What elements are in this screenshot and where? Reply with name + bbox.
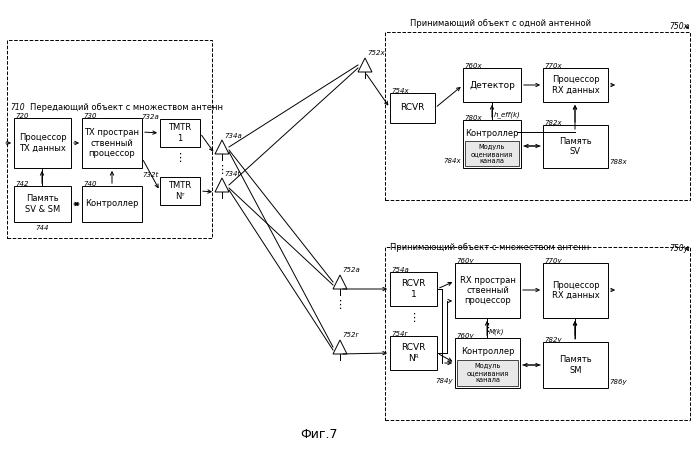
Text: 720: 720 — [15, 113, 29, 119]
Text: ⋮: ⋮ — [217, 165, 228, 175]
Text: Память
SV & SM: Память SV & SM — [25, 194, 60, 214]
Text: ⋮: ⋮ — [482, 323, 493, 333]
Text: Модуль
оценивания
канала: Модуль оценивания канала — [471, 144, 513, 163]
Bar — [390, 272, 437, 306]
Bar — [543, 342, 608, 388]
Text: 788x: 788x — [609, 159, 626, 165]
Text: RCVR: RCVR — [401, 104, 425, 113]
Text: 760x: 760x — [464, 63, 482, 69]
Text: Принимающий объект с множеством антенн: Принимающий объект с множеством антенн — [390, 243, 589, 252]
Text: 732t: 732t — [143, 172, 159, 178]
Text: RX простран
ственный
процессор: RX простран ственный процессор — [459, 276, 515, 305]
Bar — [457, 360, 518, 386]
Text: 750y: 750y — [669, 244, 688, 253]
Text: 752x: 752x — [367, 50, 384, 56]
Text: 782x: 782x — [544, 120, 561, 126]
Text: 760y: 760y — [456, 258, 474, 264]
Text: Модуль
оценивания
канала: Модуль оценивания канала — [466, 363, 509, 383]
Bar — [390, 93, 435, 123]
Text: 750x: 750x — [669, 22, 688, 31]
Bar — [14, 118, 71, 168]
Text: M(k): M(k) — [489, 329, 505, 335]
Bar — [82, 118, 142, 168]
Text: 744: 744 — [36, 225, 49, 231]
Text: 734t: 734t — [224, 171, 240, 177]
Text: 742: 742 — [15, 181, 29, 187]
Bar — [543, 125, 608, 168]
Text: 770y: 770y — [544, 258, 561, 264]
Text: 780x: 780x — [464, 115, 482, 121]
Text: 752r: 752r — [342, 332, 359, 338]
Text: 732a: 732a — [141, 114, 159, 120]
Text: ⋮: ⋮ — [175, 153, 185, 163]
Bar — [385, 32, 690, 200]
Text: Контроллер: Контроллер — [466, 129, 519, 138]
Bar — [390, 336, 437, 370]
Bar — [385, 247, 690, 420]
Bar — [455, 263, 520, 318]
Text: 784x: 784x — [443, 158, 461, 164]
Text: Процессор
TX данных: Процессор TX данных — [19, 133, 66, 153]
Bar — [14, 186, 71, 222]
Text: Контроллер: Контроллер — [85, 199, 138, 208]
Text: RCVR
1: RCVR 1 — [401, 279, 426, 299]
Bar — [463, 68, 521, 102]
Bar — [463, 120, 521, 168]
Bar — [7, 40, 212, 238]
Text: ⋮: ⋮ — [334, 300, 345, 310]
Text: 770x: 770x — [544, 63, 561, 69]
Text: TMTR
1: TMTR 1 — [168, 123, 192, 143]
Bar — [543, 68, 608, 102]
Text: Память
SV: Память SV — [559, 137, 592, 156]
Text: TX простран
ственный
процессор: TX простран ственный процессор — [85, 128, 140, 158]
Text: h_eff(k): h_eff(k) — [494, 111, 521, 118]
Text: 734a: 734a — [224, 133, 242, 139]
Text: Фиг.7: Фиг.7 — [301, 428, 338, 441]
Text: Детектор: Детектор — [469, 80, 515, 89]
Text: 786y: 786y — [609, 379, 626, 385]
Text: 752a: 752a — [342, 267, 360, 273]
Text: 710: 710 — [10, 103, 24, 112]
Text: 730: 730 — [83, 113, 96, 119]
Text: Процессор
RX данных: Процессор RX данных — [552, 75, 599, 95]
Text: Память
SM: Память SM — [559, 355, 592, 375]
Text: TMTR
Nᵀ: TMTR Nᵀ — [168, 181, 192, 201]
Bar — [465, 141, 519, 166]
Text: Передающий объект с множеством антенн: Передающий объект с множеством антенн — [30, 102, 223, 111]
Text: 760y: 760y — [456, 333, 474, 339]
Text: Принимающий объект с одной антенной: Принимающий объект с одной антенной — [410, 19, 591, 28]
Text: 784y: 784y — [435, 378, 453, 384]
Text: 754a: 754a — [391, 267, 409, 273]
Text: 740: 740 — [83, 181, 96, 187]
Text: Процессор
RX данных: Процессор RX данных — [552, 281, 599, 300]
Text: 754x: 754x — [391, 88, 409, 94]
Bar — [455, 338, 520, 388]
Text: RCVR
Nᴿ: RCVR Nᴿ — [401, 343, 426, 363]
Bar — [160, 119, 200, 147]
Bar — [160, 177, 200, 205]
Bar — [82, 186, 142, 222]
Text: Контроллер: Контроллер — [461, 348, 514, 357]
Text: 754r: 754r — [391, 331, 408, 337]
Bar — [543, 263, 608, 318]
Text: ⋮: ⋮ — [408, 313, 419, 323]
Text: 782y: 782y — [544, 337, 561, 343]
